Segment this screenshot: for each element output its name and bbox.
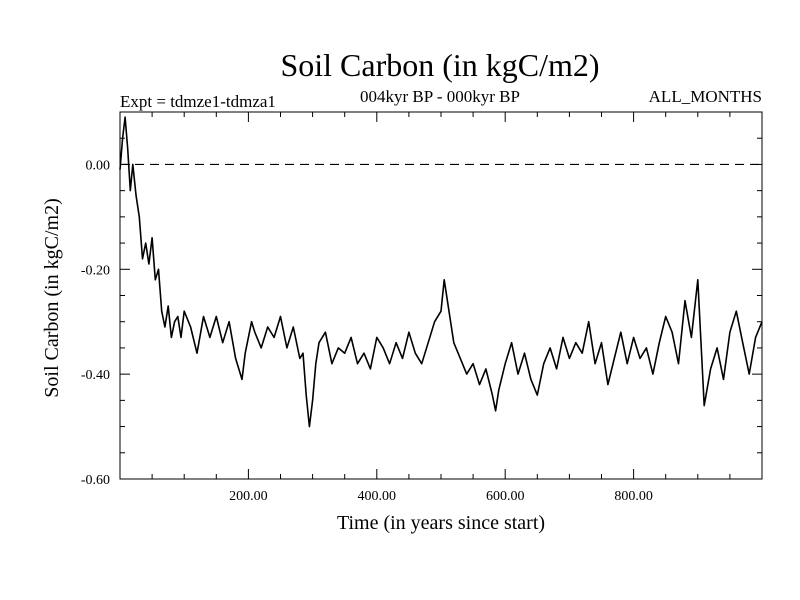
chart-subtitle-right: ALL_MONTHS [649,87,762,106]
x-tick-label: 800.00 [614,489,653,504]
chart-title: Soil Carbon (in kgC/m2) [280,47,599,83]
y-axis-label: Soil Carbon (in kgC/m2) [41,198,63,397]
chart-subtitle-left: Expt = tdmze1-tdmza1 [120,92,276,111]
x-tick-label: 600.00 [486,489,525,504]
y-tick-label: -0.40 [81,368,110,383]
y-tick-label: -0.20 [81,263,110,278]
x-tick-label: 200.00 [229,489,268,504]
series-line [119,116,763,428]
chart-subtitle-center: 004kyr BP - 000kyr BP [360,87,520,106]
plot-frame [119,111,763,480]
x-tick-label: 400.00 [358,489,397,504]
y-tick-label: -0.60 [81,473,110,488]
y-tick-label: 0.00 [86,158,111,173]
x-axis-label: Time (in years since start) [337,512,545,534]
